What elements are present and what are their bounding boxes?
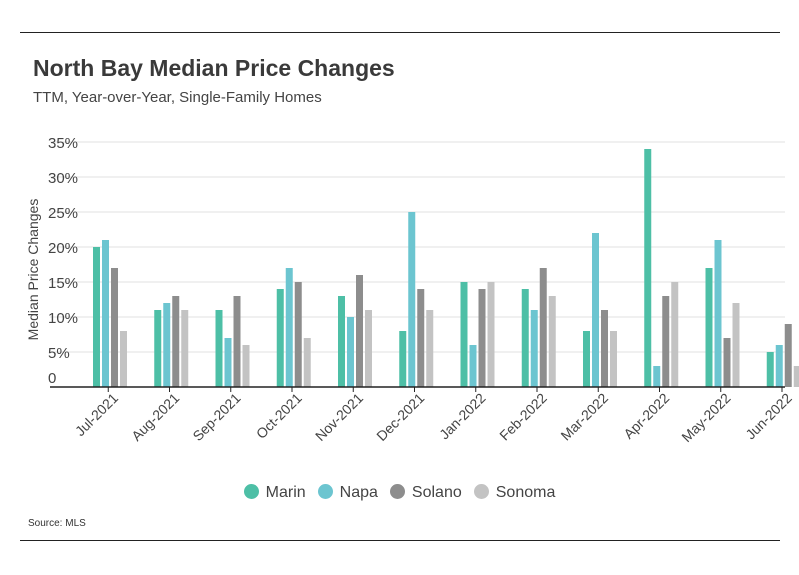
bar-marin-may-2022 [705,268,713,387]
bottom-rule [20,540,780,541]
bar-solano-nov-2021 [356,275,363,387]
bar-napa-sep-2021 [224,338,232,387]
bar-sonoma-mar-2022 [610,331,617,387]
bar-napa-oct-2021 [285,268,293,387]
bar-marin-dec-2021 [399,331,407,387]
y-tick-label: 0 [48,370,56,387]
x-tick-label: Dec-2021 [373,390,427,444]
bar-sonoma-oct-2021 [303,338,311,387]
bar-sonoma-jan-2022 [487,282,495,387]
bar-solano-may-2022 [723,338,731,387]
x-tick-label: Jun-2022 [742,390,795,443]
bar-napa-jul-2021 [102,240,109,387]
y-tick-label: 25% [48,205,78,222]
x-tick-label: Oct-2021 [253,390,305,442]
x-tick-label: Jul-2021 [72,390,121,439]
y-axis-label: Median Price Changes [25,199,41,341]
bar-marin-jun-2022 [766,352,774,387]
bar-marin-aug-2021 [154,310,162,387]
bar-marin-jan-2022 [460,282,468,387]
bar-solano-apr-2022 [662,296,670,387]
legend-swatch [243,484,259,499]
legend: Marin Napa Solano Sonoma [0,484,799,502]
bar-solano-jun-2022 [784,324,792,387]
y-tick-label: 20% [48,240,78,257]
bar-napa-aug-2021 [163,303,171,387]
legend-swatch [389,484,405,499]
bar-sonoma-sep-2021 [242,345,250,387]
legend-label: Marin [265,484,306,501]
x-tick-label: Mar-2022 [557,390,611,444]
bar-napa-jan-2022 [469,345,477,387]
x-tick-label: Apr-2022 [620,390,672,442]
bar-marin-jul-2021 [93,247,100,387]
bar-sonoma-nov-2021 [365,310,372,387]
legend-label: Napa [339,484,378,501]
bar-marin-apr-2022 [644,149,652,387]
legend-swatch [473,484,489,499]
bar-sonoma-jun-2022 [793,366,799,387]
bar-sonoma-jul-2021 [120,331,127,387]
bar-sonoma-dec-2021 [426,310,434,387]
bar-solano-feb-2022 [539,268,547,387]
x-tick-label: May-2022 [678,390,733,445]
bar-napa-may-2022 [714,240,722,387]
bar-napa-nov-2021 [347,317,354,387]
y-tick-label: 30% [48,170,78,187]
x-tick-label: Nov-2021 [312,390,366,444]
x-tick-label: Aug-2021 [128,390,182,444]
legend-item-marin: Marin [243,484,306,502]
bar-napa-feb-2022 [530,310,538,387]
bar-marin-mar-2022 [583,331,590,387]
y-tick-label: 10% [48,310,78,327]
y-tick-label: 5% [48,345,70,362]
bar-solano-sep-2021 [233,296,241,387]
bar-napa-jun-2022 [775,345,783,387]
bar-marin-oct-2021 [276,289,284,387]
bar-marin-sep-2021 [215,310,223,387]
x-tick-label: Feb-2022 [496,390,550,444]
legend-label: Sonoma [495,484,556,501]
top-rule [20,32,780,33]
x-tick-label: Jan-2022 [436,390,489,443]
bar-marin-feb-2022 [521,289,529,387]
y-tick-label: 15% [48,275,78,292]
bar-napa-apr-2022 [653,366,661,387]
bar-napa-mar-2022 [592,233,599,387]
bar-sonoma-apr-2022 [671,282,679,387]
bar-sonoma-feb-2022 [548,296,556,387]
legend-item-napa: Napa [317,484,378,502]
bar-sonoma-may-2022 [732,303,740,387]
legend-item-solano: Solano [389,484,462,502]
source-note: Source: MLS [28,518,86,529]
bar-solano-oct-2021 [294,282,302,387]
bar-napa-dec-2021 [408,212,416,387]
bar-solano-jan-2022 [478,289,486,387]
bar-solano-dec-2021 [417,289,425,387]
y-tick-label: 35% [48,135,78,152]
legend-swatch [317,484,333,499]
bar-marin-nov-2021 [338,296,345,387]
x-tick-label: Sep-2021 [189,390,243,444]
chart-subtitle: TTM, Year-over-Year, Single-Family Homes [33,89,322,106]
legend-item-sonoma: Sonoma [473,484,556,502]
bar-sonoma-aug-2021 [181,310,189,387]
bar-solano-jul-2021 [111,268,118,387]
bar-solano-mar-2022 [601,310,608,387]
bar-solano-aug-2021 [172,296,180,387]
legend-label: Solano [411,484,462,501]
chart-title: North Bay Median Price Changes [33,55,395,81]
